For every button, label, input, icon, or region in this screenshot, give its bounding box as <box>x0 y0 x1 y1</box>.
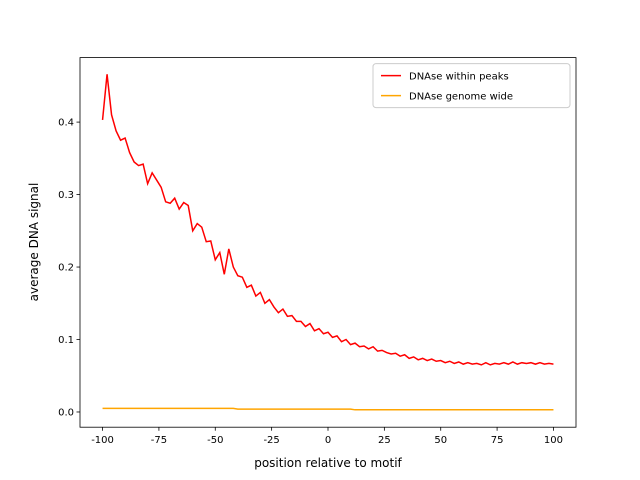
x-tick-label: 50 <box>434 435 447 446</box>
y-tick-label: 0.2 <box>58 263 74 274</box>
y-tick-label: 0.3 <box>58 190 74 201</box>
y-axis-label: average DNA signal <box>27 183 41 302</box>
data-line <box>102 407 554 411</box>
y-tick-label: 0.0 <box>58 407 74 418</box>
y-tick-label: 0.4 <box>58 118 74 129</box>
y-tick-label: 0.1 <box>58 335 74 346</box>
data-line <box>101 74 554 366</box>
x-tick-label: 75 <box>491 435 504 446</box>
axes-frame <box>79 57 577 428</box>
x-tick-label: -100 <box>91 435 114 446</box>
x-tick-label: 25 <box>378 435 391 446</box>
x-tick-label: 0 <box>325 435 331 446</box>
x-tick-label: -75 <box>151 435 167 446</box>
x-tick-label: 100 <box>544 435 563 446</box>
x-tick-label: -50 <box>207 435 223 446</box>
x-tick-label: -25 <box>263 435 279 446</box>
legend-box <box>372 63 571 109</box>
x-axis-label: position relative to motif <box>254 456 402 470</box>
legend-label: DNAse within peaks <box>409 72 509 83</box>
legend-label: DNAse genome wide <box>409 92 513 103</box>
